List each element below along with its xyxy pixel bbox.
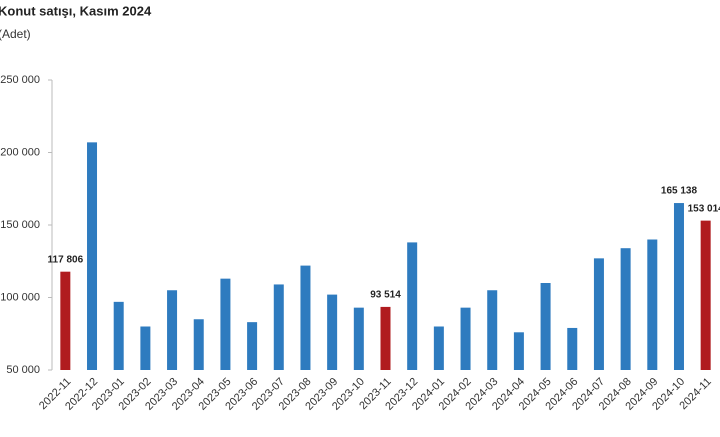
bar (193, 319, 204, 370)
bar (433, 326, 444, 370)
value-label: 93 514 (370, 290, 401, 301)
bar (513, 332, 524, 370)
bar (60, 271, 71, 370)
bar (140, 326, 151, 370)
bar (567, 327, 578, 370)
bar (220, 278, 231, 370)
bar (540, 283, 551, 370)
y-tick-label: 150 000 (0, 219, 40, 231)
value-label: 117 806 (48, 254, 84, 265)
bar (353, 307, 364, 370)
bar (673, 203, 684, 370)
bar (460, 307, 471, 370)
chart-subtitle: (Adet) (0, 27, 31, 41)
bar (273, 284, 284, 370)
bar (247, 322, 258, 370)
bar (113, 301, 124, 370)
bar (87, 142, 98, 370)
chart-title: Konut satışı, Kasım 2024 (0, 3, 152, 18)
bar (700, 220, 711, 370)
bar (647, 239, 658, 370)
bar (487, 290, 498, 370)
y-tick-label: 250 000 (0, 74, 40, 86)
bar (593, 258, 604, 370)
bar (620, 248, 631, 370)
y-tick-label: 50 000 (6, 364, 40, 376)
bar (300, 265, 311, 370)
value-label: 153 014 (688, 203, 720, 214)
bar (380, 306, 391, 370)
bar (407, 242, 418, 370)
y-tick-label: 100 000 (0, 291, 40, 303)
value-label: 165 138 (661, 186, 698, 197)
y-tick-label: 200 000 (0, 146, 40, 158)
bar (327, 294, 338, 370)
bar (167, 290, 178, 370)
